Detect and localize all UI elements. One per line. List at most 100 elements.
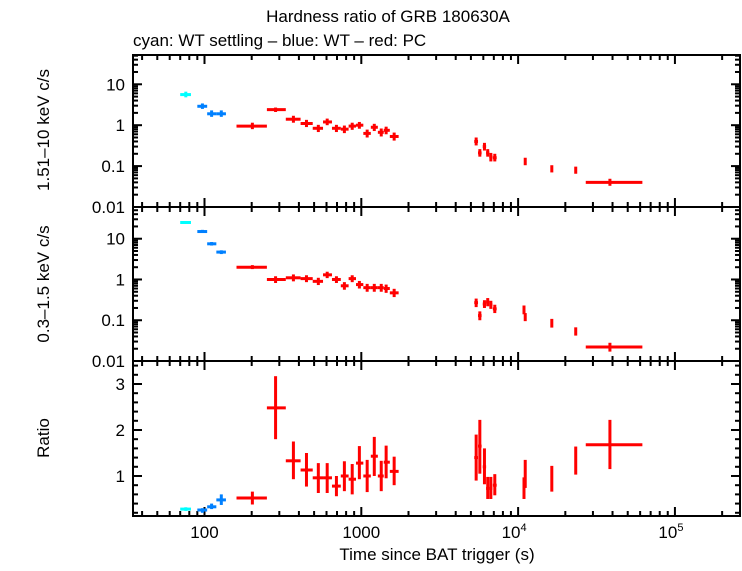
data-point: [389, 132, 399, 141]
data-point: [585, 419, 643, 470]
data-point: [216, 494, 226, 505]
data-point: [180, 91, 191, 98]
x-tick-label-base: 100: [190, 523, 218, 542]
data-point: [312, 277, 324, 286]
y-tick-label: 2: [116, 421, 125, 440]
series-pc: [236, 265, 643, 352]
data-point: [323, 118, 332, 126]
y-tick-label: 0.1: [101, 157, 125, 176]
data-point: [492, 304, 497, 314]
data-point: [389, 288, 399, 298]
data-point: [363, 459, 371, 493]
data-point: [285, 441, 301, 480]
data-point: [340, 282, 349, 290]
data-point: [574, 446, 578, 475]
y-axis-label-bottom: Ratio: [34, 418, 53, 458]
data-point: [492, 153, 497, 162]
data-point: [383, 126, 390, 135]
x-tick-label-exponent: 5: [677, 522, 683, 534]
data-point: [207, 503, 217, 510]
data-point: [340, 461, 349, 492]
data-point: [285, 274, 301, 282]
panel-top-hard-band: 10 1 0.1 0.01: [92, 54, 741, 217]
data-point: [482, 142, 487, 151]
data-point: [312, 463, 324, 494]
series-wt: [197, 494, 226, 513]
data-point: [482, 300, 487, 308]
data-point: [574, 327, 578, 336]
x-axis-label: Time since BAT trigger (s): [339, 545, 534, 564]
series-wt: [197, 229, 226, 255]
data-point: [474, 298, 479, 308]
y-axis-label-middle: 0.3–1.5 keV c/s: [34, 225, 53, 342]
data-point: [285, 115, 301, 123]
data-point: [550, 165, 554, 173]
data-point: [340, 125, 349, 134]
y-tick-label: 0.01: [92, 198, 125, 217]
data-point: [486, 476, 490, 499]
data-point: [323, 271, 332, 279]
data-point: [370, 123, 378, 132]
data-point: [331, 475, 341, 497]
chart-subtitle: cyan: WT settling – blue: WT – red: PC: [133, 31, 426, 50]
x-tick-label-base: 10: [502, 523, 521, 542]
data-point: [377, 128, 384, 137]
data-point: [383, 445, 390, 479]
data-point: [197, 229, 208, 234]
data-point: [312, 124, 324, 133]
data-point: [585, 342, 643, 352]
data-point: [492, 474, 497, 496]
y-tick-label: 3: [116, 375, 125, 394]
data-point: [377, 283, 384, 292]
plot-frame-middle: [132, 206, 741, 362]
data-point: [236, 491, 267, 505]
data-point: [180, 507, 191, 511]
data-point: [331, 124, 341, 133]
y-tick-label: 1: [116, 270, 125, 289]
x-tick-label: 105: [658, 522, 683, 542]
data-point: [523, 157, 527, 166]
data-point: [180, 220, 191, 224]
y-tick-label: 1: [116, 467, 125, 486]
data-point: [323, 463, 332, 494]
y-tick-label: 1: [116, 116, 125, 135]
data-point: [478, 311, 482, 321]
series-pc: [236, 107, 643, 186]
data-point: [478, 419, 482, 474]
data-point: [197, 508, 208, 513]
data-point: [377, 460, 384, 492]
data-point: [523, 313, 527, 322]
x-tick-label: 104: [502, 522, 527, 542]
series-wt: [197, 103, 226, 117]
x-tick-label-base: 10: [658, 523, 677, 542]
y-tick-label: 0.01: [92, 352, 125, 371]
x-tick-label-base: 1000: [342, 523, 380, 542]
data-point: [300, 119, 313, 128]
data-point: [300, 452, 313, 487]
data-point: [207, 242, 217, 246]
x-tick-label: 1000: [342, 523, 380, 542]
data-point: [389, 456, 399, 486]
chart-title: Hardness ratio of GRB 180630A: [266, 7, 510, 26]
data-point: [478, 149, 482, 157]
data-point: [266, 107, 286, 113]
plot-frame-top: [132, 54, 741, 208]
data-point: [474, 137, 479, 146]
data-point: [489, 152, 493, 162]
data-point: [486, 298, 490, 307]
data-point: [266, 276, 286, 283]
data-point: [522, 305, 526, 315]
y-tick-label: 0.1: [101, 311, 125, 330]
data-point: [486, 149, 490, 157]
series-wt-settling: [180, 91, 191, 98]
data-point: [331, 276, 341, 283]
data-point: [355, 446, 364, 480]
data-point: [236, 265, 267, 270]
data-point: [236, 122, 267, 130]
data-point: [300, 275, 313, 283]
data-point: [370, 283, 378, 292]
data-point: [482, 448, 487, 485]
data-point: [363, 129, 371, 138]
